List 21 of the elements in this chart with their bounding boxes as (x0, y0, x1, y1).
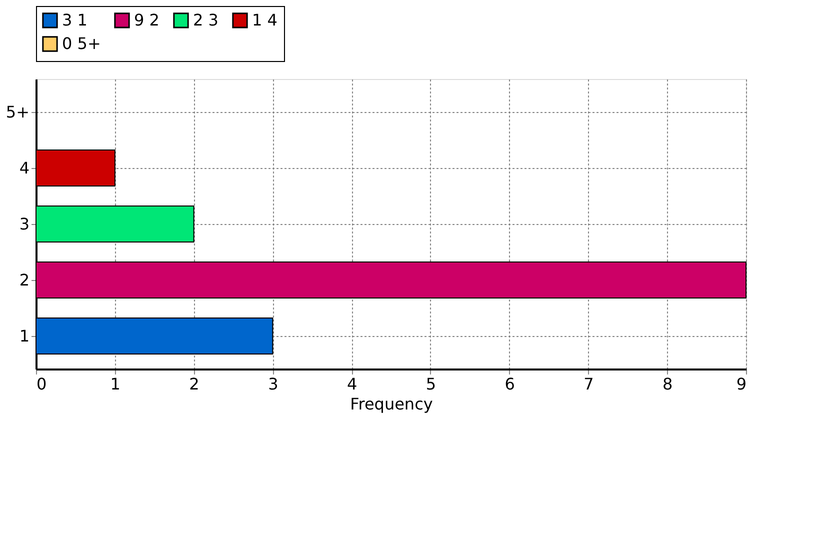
x-tick-label: 0 (36, 374, 47, 394)
legend-label: 9 2 (134, 10, 160, 30)
x-axis-title: Frequency (350, 394, 433, 414)
legend-label: 1 4 (252, 10, 278, 30)
x-tick-label: 5 (426, 374, 436, 394)
x-tick-label: 2 (189, 374, 200, 394)
y-tick-label: 5+ (6, 102, 30, 122)
y-tick-label: 4 (19, 158, 30, 178)
legend-label: 3 1 (62, 10, 88, 30)
legend-label: 0 5+ (62, 34, 101, 53)
x-tick-label: 3 (268, 374, 278, 394)
y-tick-label: 3 (19, 214, 30, 234)
x-tick-label: 4 (346, 374, 358, 394)
y-tick-label: 1 (19, 326, 30, 346)
legend-label: 2 3 (193, 10, 218, 30)
x-tick-label: 9 (736, 374, 746, 394)
y-tick-label: 2 (19, 270, 30, 290)
x-tick-label: 1 (110, 374, 120, 394)
x-tick-label: 6 (504, 374, 515, 394)
x-tick-label: 7 (584, 374, 594, 394)
x-tick-label: 8 (662, 374, 673, 394)
